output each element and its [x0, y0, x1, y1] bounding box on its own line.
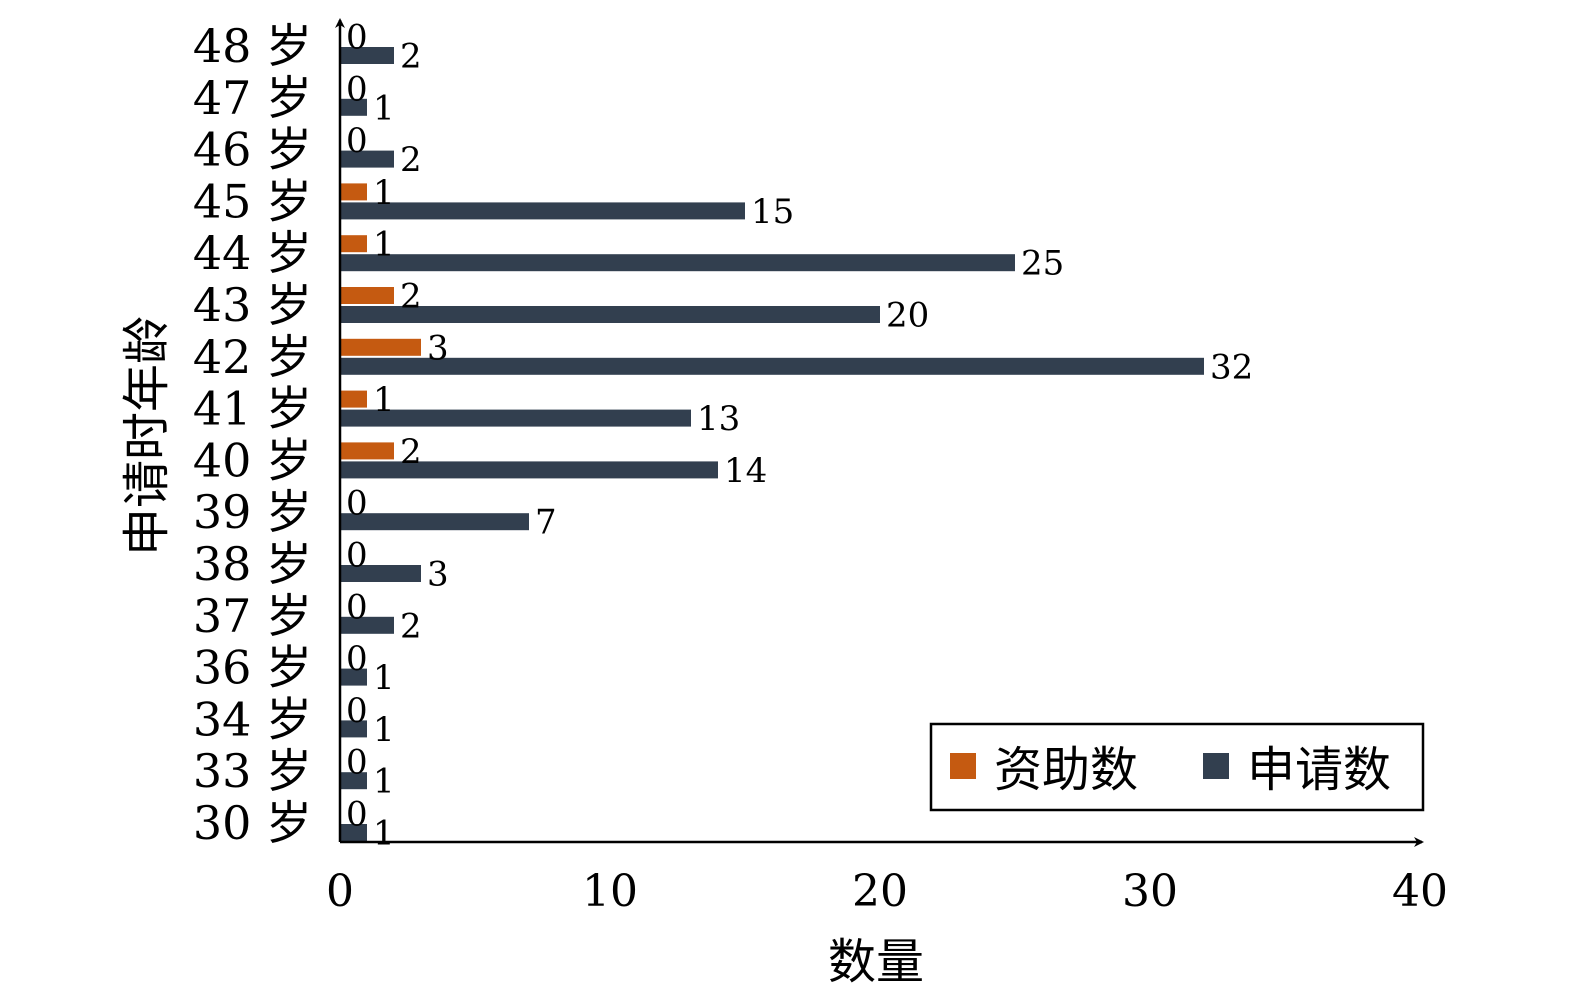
legend-swatch-funded — [950, 753, 976, 779]
bar-applied — [340, 513, 529, 531]
data-label-applied: 2 — [400, 37, 422, 77]
data-label-applied: 1 — [373, 710, 395, 750]
data-label-funded: 0 — [346, 69, 368, 109]
category-label: 34 岁 — [193, 692, 312, 746]
bar-applied — [340, 720, 367, 738]
data-label-funded: 0 — [346, 795, 368, 835]
x-tick-label: 0 — [326, 866, 354, 917]
bar-applied — [340, 824, 367, 841]
data-label-funded: 0 — [346, 587, 368, 627]
data-label-applied: 7 — [535, 503, 557, 543]
category-label: 37 岁 — [193, 589, 312, 643]
category-label: 43 岁 — [193, 278, 312, 332]
category-label: 39 岁 — [193, 485, 312, 539]
bar-funded — [340, 235, 367, 253]
x-tick-label: 30 — [1122, 866, 1178, 917]
bar-applied — [340, 668, 367, 686]
bar-applied — [340, 98, 367, 116]
data-label-applied: 14 — [724, 451, 767, 491]
data-label-applied: 1 — [373, 814, 395, 854]
data-label-funded: 0 — [346, 484, 368, 524]
data-label-applied: 2 — [400, 140, 422, 180]
data-label-funded: 0 — [346, 18, 368, 58]
data-label-funded: 3 — [427, 328, 449, 368]
category-label: 44 岁 — [193, 226, 312, 280]
x-tick-label: 40 — [1392, 866, 1448, 917]
data-label-applied: 13 — [697, 399, 740, 439]
data-label-funded: 1 — [373, 225, 395, 265]
data-label-applied: 1 — [373, 658, 395, 698]
bar-funded — [340, 442, 394, 460]
bar-applied — [340, 150, 394, 168]
x-tick-label: 20 — [852, 866, 908, 917]
bars-layer — [340, 47, 1204, 841]
data-label-funded: 0 — [346, 536, 368, 576]
data-label-applied: 32 — [1210, 347, 1253, 387]
category-label: 48 岁 — [193, 19, 312, 73]
category-label: 41 岁 — [193, 382, 312, 436]
category-label: 33 岁 — [193, 744, 312, 798]
data-label-funded: 0 — [346, 691, 368, 731]
legend: 资助数 申请数 — [929, 722, 1425, 812]
data-label-funded: 0 — [346, 639, 368, 679]
bar-applied — [340, 202, 745, 220]
category-label: 36 岁 — [193, 641, 312, 695]
bar-applied — [340, 565, 421, 582]
data-label-applied: 1 — [373, 88, 395, 128]
bar-funded — [340, 183, 367, 201]
data-label-applied: 25 — [1021, 244, 1064, 284]
bar-applied — [340, 254, 1015, 272]
category-label: 38 岁 — [193, 537, 312, 591]
bar-applied — [340, 461, 718, 479]
bar-applied — [340, 616, 394, 634]
data-label-funded: 2 — [400, 432, 422, 472]
data-label-applied: 1 — [373, 762, 395, 802]
x-tick-label: 10 — [582, 866, 638, 917]
bar-funded — [340, 390, 367, 408]
bar-applied — [340, 47, 394, 64]
data-label-applied: 20 — [886, 296, 929, 336]
x-ticks: 0 10 20 30 40 — [326, 866, 1448, 917]
legend-label-applied: 申请数 — [1247, 742, 1391, 798]
bar-applied — [340, 306, 880, 323]
category-label: 45 岁 — [193, 174, 312, 228]
data-label-funded: 0 — [346, 743, 368, 783]
category-label: 47 岁 — [193, 71, 312, 125]
category-label: 46 岁 — [193, 123, 312, 177]
bar-funded — [340, 338, 421, 356]
data-label-funded: 1 — [373, 380, 395, 420]
legend-label-funded: 资助数 — [994, 742, 1138, 798]
y-axis-title: 申请时年龄 — [119, 316, 175, 556]
legend-frame — [929, 722, 1425, 812]
data-label-funded: 0 — [346, 121, 368, 161]
bar-funded — [340, 287, 394, 304]
legend-swatch-applied — [1203, 753, 1229, 779]
data-label-applied: 3 — [427, 555, 449, 595]
data-label-applied: 15 — [751, 192, 794, 232]
x-axis-title: 数量 — [828, 934, 924, 990]
category-label: 30 岁 — [193, 796, 312, 850]
bar-applied — [340, 357, 1204, 375]
bar-applied — [340, 409, 691, 427]
category-label: 40 岁 — [193, 433, 312, 487]
data-label-applied: 2 — [400, 606, 422, 646]
category-label: 42 岁 — [193, 330, 312, 384]
data-label-funded: 2 — [400, 277, 422, 317]
bar-applied — [340, 772, 367, 790]
data-label-funded: 1 — [373, 173, 395, 213]
